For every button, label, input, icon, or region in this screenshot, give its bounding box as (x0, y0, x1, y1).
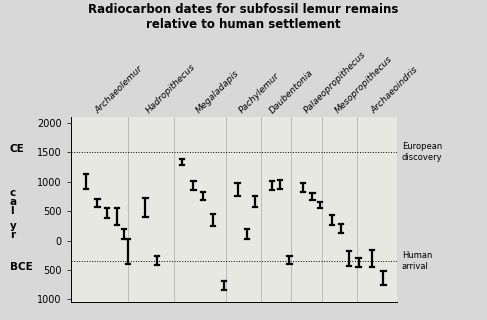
Text: a: a (10, 197, 17, 207)
Text: Pachylemur: Pachylemur (237, 71, 281, 115)
Text: Megaladapis: Megaladapis (195, 69, 241, 115)
Text: Daubentonia: Daubentonia (268, 68, 315, 115)
Text: Archaeoindris: Archaeoindris (370, 65, 420, 115)
Text: Palaeopropithecus: Palaeopropithecus (302, 50, 368, 115)
Text: Radiocarbon dates for subfossil lemur remains
relative to human settlement: Radiocarbon dates for subfossil lemur re… (88, 3, 399, 31)
Text: Mesopropithecus: Mesopropithecus (333, 54, 394, 115)
Text: CE: CE (10, 144, 24, 154)
Text: y: y (10, 221, 17, 231)
Text: Archaeolemur: Archaeolemur (93, 64, 144, 115)
Text: l: l (10, 206, 13, 216)
Text: Hadropithecus: Hadropithecus (145, 62, 198, 115)
Text: Human
arrival: Human arrival (402, 252, 432, 271)
Text: European
discovery: European discovery (402, 142, 442, 162)
Text: r: r (10, 230, 15, 240)
Text: BCE: BCE (10, 262, 33, 272)
Text: c: c (10, 188, 16, 198)
